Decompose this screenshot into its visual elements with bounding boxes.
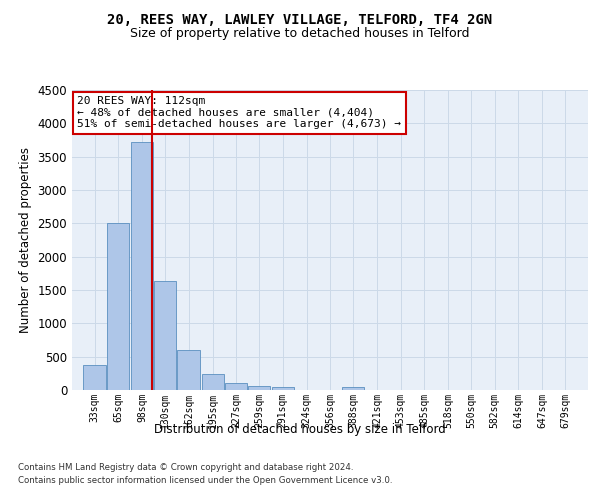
Bar	[342, 386, 364, 390]
Text: Size of property relative to detached houses in Telford: Size of property relative to detached ho…	[130, 28, 470, 40]
Text: Contains HM Land Registry data © Crown copyright and database right 2024.: Contains HM Land Registry data © Crown c…	[18, 464, 353, 472]
Bar	[225, 384, 247, 390]
Text: Distribution of detached houses by size in Telford: Distribution of detached houses by size …	[154, 422, 446, 436]
Bar	[131, 142, 153, 390]
Bar	[178, 350, 200, 390]
Bar	[272, 388, 294, 390]
Bar	[202, 374, 224, 390]
Text: 20 REES WAY: 112sqm
← 48% of detached houses are smaller (4,404)
51% of semi-det: 20 REES WAY: 112sqm ← 48% of detached ho…	[77, 96, 401, 129]
Bar	[107, 222, 129, 390]
Bar	[248, 386, 271, 390]
Text: Contains public sector information licensed under the Open Government Licence v3: Contains public sector information licen…	[18, 476, 392, 485]
Text: 20, REES WAY, LAWLEY VILLAGE, TELFORD, TF4 2GN: 20, REES WAY, LAWLEY VILLAGE, TELFORD, T…	[107, 12, 493, 26]
Bar	[83, 364, 106, 390]
Bar	[154, 280, 176, 390]
Y-axis label: Number of detached properties: Number of detached properties	[19, 147, 32, 333]
